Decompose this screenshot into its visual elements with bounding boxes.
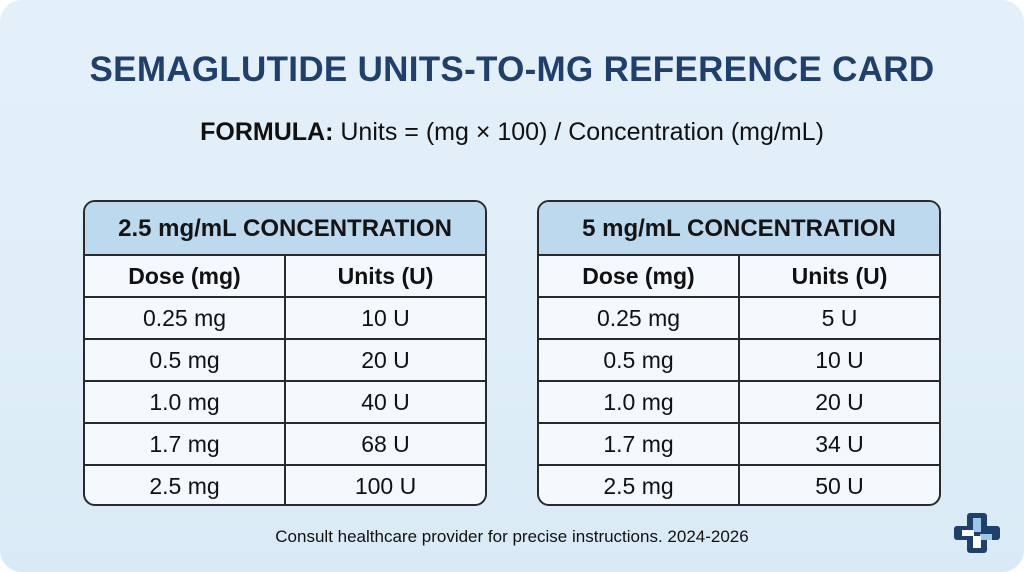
table-row: 1.0 mg 40 U xyxy=(85,382,485,424)
dose-cell: 2.5 mg xyxy=(85,466,286,504)
units-cell: 5 U xyxy=(821,305,858,331)
units-cell: 100 U xyxy=(354,473,417,499)
table-heading: 2.5 mg/mL CONCENTRATION xyxy=(85,202,485,256)
column-header-units: Units (U) xyxy=(337,263,434,289)
dose-cell: 0.5 mg xyxy=(539,340,740,380)
dose-cell: 1.7 mg xyxy=(85,424,286,464)
table-2-5-concentration: 2.5 mg/mL CONCENTRATION Dose (mg) Units … xyxy=(83,200,487,506)
units-cell: 40 U xyxy=(361,389,410,415)
table-column-header-row: Dose (mg) Units (U) xyxy=(85,256,485,298)
units-cell: 34 U xyxy=(815,431,864,457)
units-cell: 10 U xyxy=(815,347,864,373)
table-row: 0.25 mg 10 U xyxy=(85,298,485,340)
page-title: SEMAGLUTIDE UNITS-TO-MG REFERENCE CARD xyxy=(89,50,935,89)
units-cell: 20 U xyxy=(815,389,864,415)
table-column-header-row: Dose (mg) Units (U) xyxy=(539,256,939,298)
column-header-dose: Dose (mg) xyxy=(85,256,286,296)
table-row: 0.5 mg 10 U xyxy=(539,340,939,382)
table-row: 0.5 mg 20 U xyxy=(85,340,485,382)
formula-line: FORMULA: Units = (mg × 100) / Concentrat… xyxy=(0,118,1024,147)
dose-cell: 1.0 mg xyxy=(85,382,286,422)
units-cell: 10 U xyxy=(361,305,410,331)
dose-cell: 2.5 mg xyxy=(539,466,740,504)
dose-cell: 1.7 mg xyxy=(539,424,740,464)
column-header-units: Units (U) xyxy=(791,263,888,289)
formula-label: FORMULA: xyxy=(200,118,334,146)
dose-cell: 1.0 mg xyxy=(539,382,740,422)
medical-cross-icon xyxy=(954,513,1000,553)
table-5-concentration: 5 mg/mL CONCENTRATION Dose (mg) Units (U… xyxy=(537,200,941,506)
units-cell: 50 U xyxy=(815,473,864,499)
formula-text: Units = (mg × 100) / Concentration (mg/m… xyxy=(333,118,824,146)
column-header-dose: Dose (mg) xyxy=(539,256,740,296)
table-row: 2.5 mg 100 U xyxy=(85,466,485,504)
disclaimer-footer: Consult healthcare provider for precise … xyxy=(275,527,749,546)
units-cell: 68 U xyxy=(361,431,410,457)
table-row: 1.0 mg 20 U xyxy=(539,382,939,424)
table-row: 0.25 mg 5 U xyxy=(539,298,939,340)
dose-cell: 0.25 mg xyxy=(85,298,286,338)
table-row: 1.7 mg 34 U xyxy=(539,424,939,466)
dose-cell: 0.5 mg xyxy=(85,340,286,380)
dose-cell: 0.25 mg xyxy=(539,298,740,338)
table-heading: 5 mg/mL CONCENTRATION xyxy=(539,202,939,256)
table-row: 2.5 mg 50 U xyxy=(539,466,939,504)
units-cell: 20 U xyxy=(361,347,410,373)
table-row: 1.7 mg 68 U xyxy=(85,424,485,466)
